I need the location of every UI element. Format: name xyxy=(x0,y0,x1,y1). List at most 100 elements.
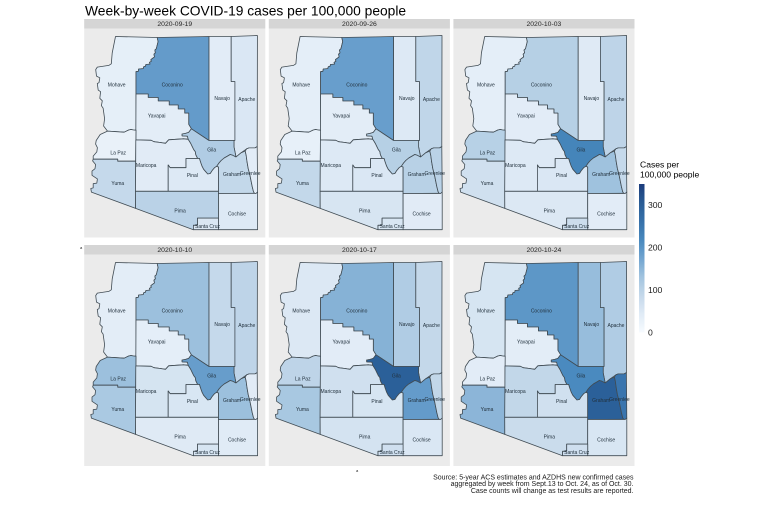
svg-text:Yuma: Yuma xyxy=(111,407,124,413)
svg-text:Greenlee: Greenlee xyxy=(609,397,630,403)
svg-text:Week-by-week COVID-19 cases pe: Week-by-week COVID-19 cases per 100,000 … xyxy=(85,4,406,19)
svg-text:La Paz: La Paz xyxy=(480,377,496,383)
svg-text:Pinal: Pinal xyxy=(371,399,382,405)
svg-text:a: a xyxy=(80,245,83,250)
svg-text:Navajo: Navajo xyxy=(584,322,600,328)
svg-text:Gila: Gila xyxy=(576,148,585,154)
svg-text:Graham: Graham xyxy=(408,398,426,404)
svg-text:Pima: Pima xyxy=(544,209,556,215)
svg-text:Yavapai: Yavapai xyxy=(332,340,350,346)
svg-text:Cochise: Cochise xyxy=(413,212,431,218)
svg-text:2020-10-17: 2020-10-17 xyxy=(342,247,377,254)
svg-text:Mohave: Mohave xyxy=(477,309,495,315)
svg-text:Pinal: Pinal xyxy=(556,399,567,405)
svg-text:Cochise: Cochise xyxy=(228,438,246,444)
svg-text:Greenlee: Greenlee xyxy=(240,397,261,403)
svg-text:200: 200 xyxy=(648,242,663,252)
svg-text:Coconino: Coconino xyxy=(162,309,183,315)
svg-text:Cases per: Cases per xyxy=(640,160,679,170)
svg-text:Pinal: Pinal xyxy=(556,173,567,179)
svg-text:Santa Cruz: Santa Cruz xyxy=(380,224,406,230)
svg-text:Maricopa: Maricopa xyxy=(136,389,157,395)
svg-text:Navajo: Navajo xyxy=(399,96,415,102)
svg-text:Navajo: Navajo xyxy=(214,96,230,102)
svg-text:0: 0 xyxy=(648,328,653,338)
svg-text:Yuma: Yuma xyxy=(481,407,494,413)
svg-text:a: a xyxy=(356,468,359,473)
svg-text:Yavapai: Yavapai xyxy=(332,114,350,120)
svg-text:aggregated by week from Sept.1: aggregated by week from Sept.13 to Oct. … xyxy=(451,481,634,488)
svg-text:Cochise: Cochise xyxy=(597,212,615,218)
svg-text:Source: 5-year ACS estimates a: Source: 5-year ACS estimates and AZDHS n… xyxy=(433,475,634,482)
svg-text:Yavapai: Yavapai xyxy=(148,340,166,346)
svg-text:Pima: Pima xyxy=(544,435,556,441)
svg-text:Pima: Pima xyxy=(174,209,186,215)
svg-text:La Paz: La Paz xyxy=(110,377,126,383)
svg-text:Pinal: Pinal xyxy=(187,173,198,179)
svg-text:Maricopa: Maricopa xyxy=(505,389,526,395)
svg-text:Santa Cruz: Santa Cruz xyxy=(380,450,406,456)
svg-text:Graham: Graham xyxy=(592,398,610,404)
svg-text:La Paz: La Paz xyxy=(295,377,311,383)
svg-text:Graham: Graham xyxy=(408,172,426,178)
svg-text:La Paz: La Paz xyxy=(480,151,496,157)
svg-text:Graham: Graham xyxy=(592,172,610,178)
svg-text:Case counts will change as tes: Case counts will change as test results … xyxy=(471,488,634,495)
svg-text:Mohave: Mohave xyxy=(292,309,310,315)
svg-text:Coconino: Coconino xyxy=(346,83,367,89)
svg-text:2020-10-10: 2020-10-10 xyxy=(157,247,192,254)
svg-text:2020-10-03: 2020-10-03 xyxy=(527,21,562,28)
svg-text:Maricopa: Maricopa xyxy=(136,163,157,169)
svg-text:Navajo: Navajo xyxy=(399,322,415,328)
svg-text:Coconino: Coconino xyxy=(531,83,552,89)
svg-text:Apache: Apache xyxy=(608,97,625,103)
svg-text:La Paz: La Paz xyxy=(295,151,311,157)
svg-text:Coconino: Coconino xyxy=(162,83,183,89)
svg-text:Coconino: Coconino xyxy=(346,309,367,315)
svg-text:Pinal: Pinal xyxy=(371,173,382,179)
svg-text:100: 100 xyxy=(648,285,663,295)
svg-text:Yavapai: Yavapai xyxy=(148,114,166,120)
svg-text:Santa Cruz: Santa Cruz xyxy=(195,450,221,456)
svg-text:La Paz: La Paz xyxy=(110,151,126,157)
svg-text:Cochise: Cochise xyxy=(228,212,246,218)
svg-text:Greenlee: Greenlee xyxy=(425,397,446,403)
svg-text:Santa Cruz: Santa Cruz xyxy=(195,224,221,230)
svg-text:Mohave: Mohave xyxy=(477,83,495,89)
svg-text:Greenlee: Greenlee xyxy=(240,171,261,177)
svg-text:Cochise: Cochise xyxy=(413,438,431,444)
svg-text:Maricopa: Maricopa xyxy=(505,163,526,169)
svg-text:Gila: Gila xyxy=(392,374,401,380)
svg-text:Yuma: Yuma xyxy=(481,181,494,187)
svg-text:Graham: Graham xyxy=(223,398,241,404)
svg-text:Navajo: Navajo xyxy=(584,96,600,102)
svg-text:Pinal: Pinal xyxy=(187,399,198,405)
svg-text:Maricopa: Maricopa xyxy=(321,389,342,395)
svg-text:Apache: Apache xyxy=(423,97,440,103)
svg-text:2020-09-19: 2020-09-19 xyxy=(157,21,192,28)
svg-text:Mohave: Mohave xyxy=(108,83,126,89)
svg-text:2020-10-24: 2020-10-24 xyxy=(527,247,562,254)
svg-text:Pima: Pima xyxy=(174,435,186,441)
svg-text:Apache: Apache xyxy=(238,97,255,103)
svg-text:Navajo: Navajo xyxy=(214,322,230,328)
svg-text:Greenlee: Greenlee xyxy=(609,171,630,177)
svg-text:Cochise: Cochise xyxy=(597,438,615,444)
svg-text:Yavapai: Yavapai xyxy=(517,340,535,346)
svg-text:Apache: Apache xyxy=(238,323,255,329)
svg-text:Apache: Apache xyxy=(423,323,440,329)
svg-text:2020-09-26: 2020-09-26 xyxy=(342,21,377,28)
svg-text:Yuma: Yuma xyxy=(296,181,309,187)
svg-text:Maricopa: Maricopa xyxy=(321,163,342,169)
svg-text:Coconino: Coconino xyxy=(531,309,552,315)
svg-text:Yuma: Yuma xyxy=(111,181,124,187)
svg-text:300: 300 xyxy=(648,200,663,210)
svg-text:Yavapai: Yavapai xyxy=(517,114,535,120)
svg-text:Mohave: Mohave xyxy=(292,83,310,89)
svg-text:Santa Cruz: Santa Cruz xyxy=(564,450,590,456)
svg-text:Yuma: Yuma xyxy=(296,407,309,413)
svg-text:Apache: Apache xyxy=(608,323,625,329)
svg-text:100,000 people: 100,000 people xyxy=(640,170,699,180)
svg-text:Gila: Gila xyxy=(392,148,401,154)
svg-text:Pima: Pima xyxy=(359,209,371,215)
